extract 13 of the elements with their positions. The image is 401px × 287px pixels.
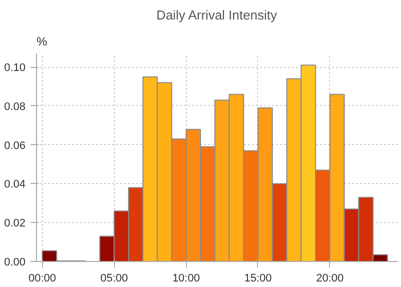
y-tick-label: 0.02 xyxy=(4,218,26,230)
y-tick-label: 0.06 xyxy=(4,140,26,152)
y-axis-title: % xyxy=(36,34,48,48)
x-tick-label: 20:00 xyxy=(316,272,344,284)
y-tick-label: 0.04 xyxy=(4,178,26,191)
x-tick-label: 05:00 xyxy=(100,272,128,284)
x-tick-label: 15:00 xyxy=(244,272,272,284)
x-tick-label: 00:00 xyxy=(28,272,56,284)
y-tick-label: 0.08 xyxy=(4,100,26,113)
x-tick-label: 10:00 xyxy=(172,272,200,284)
y-tick-label: 0.10 xyxy=(4,62,26,74)
chart-title: Daily Arrival Intensity xyxy=(156,8,278,22)
y-tick-label: 0.00 xyxy=(4,256,26,268)
